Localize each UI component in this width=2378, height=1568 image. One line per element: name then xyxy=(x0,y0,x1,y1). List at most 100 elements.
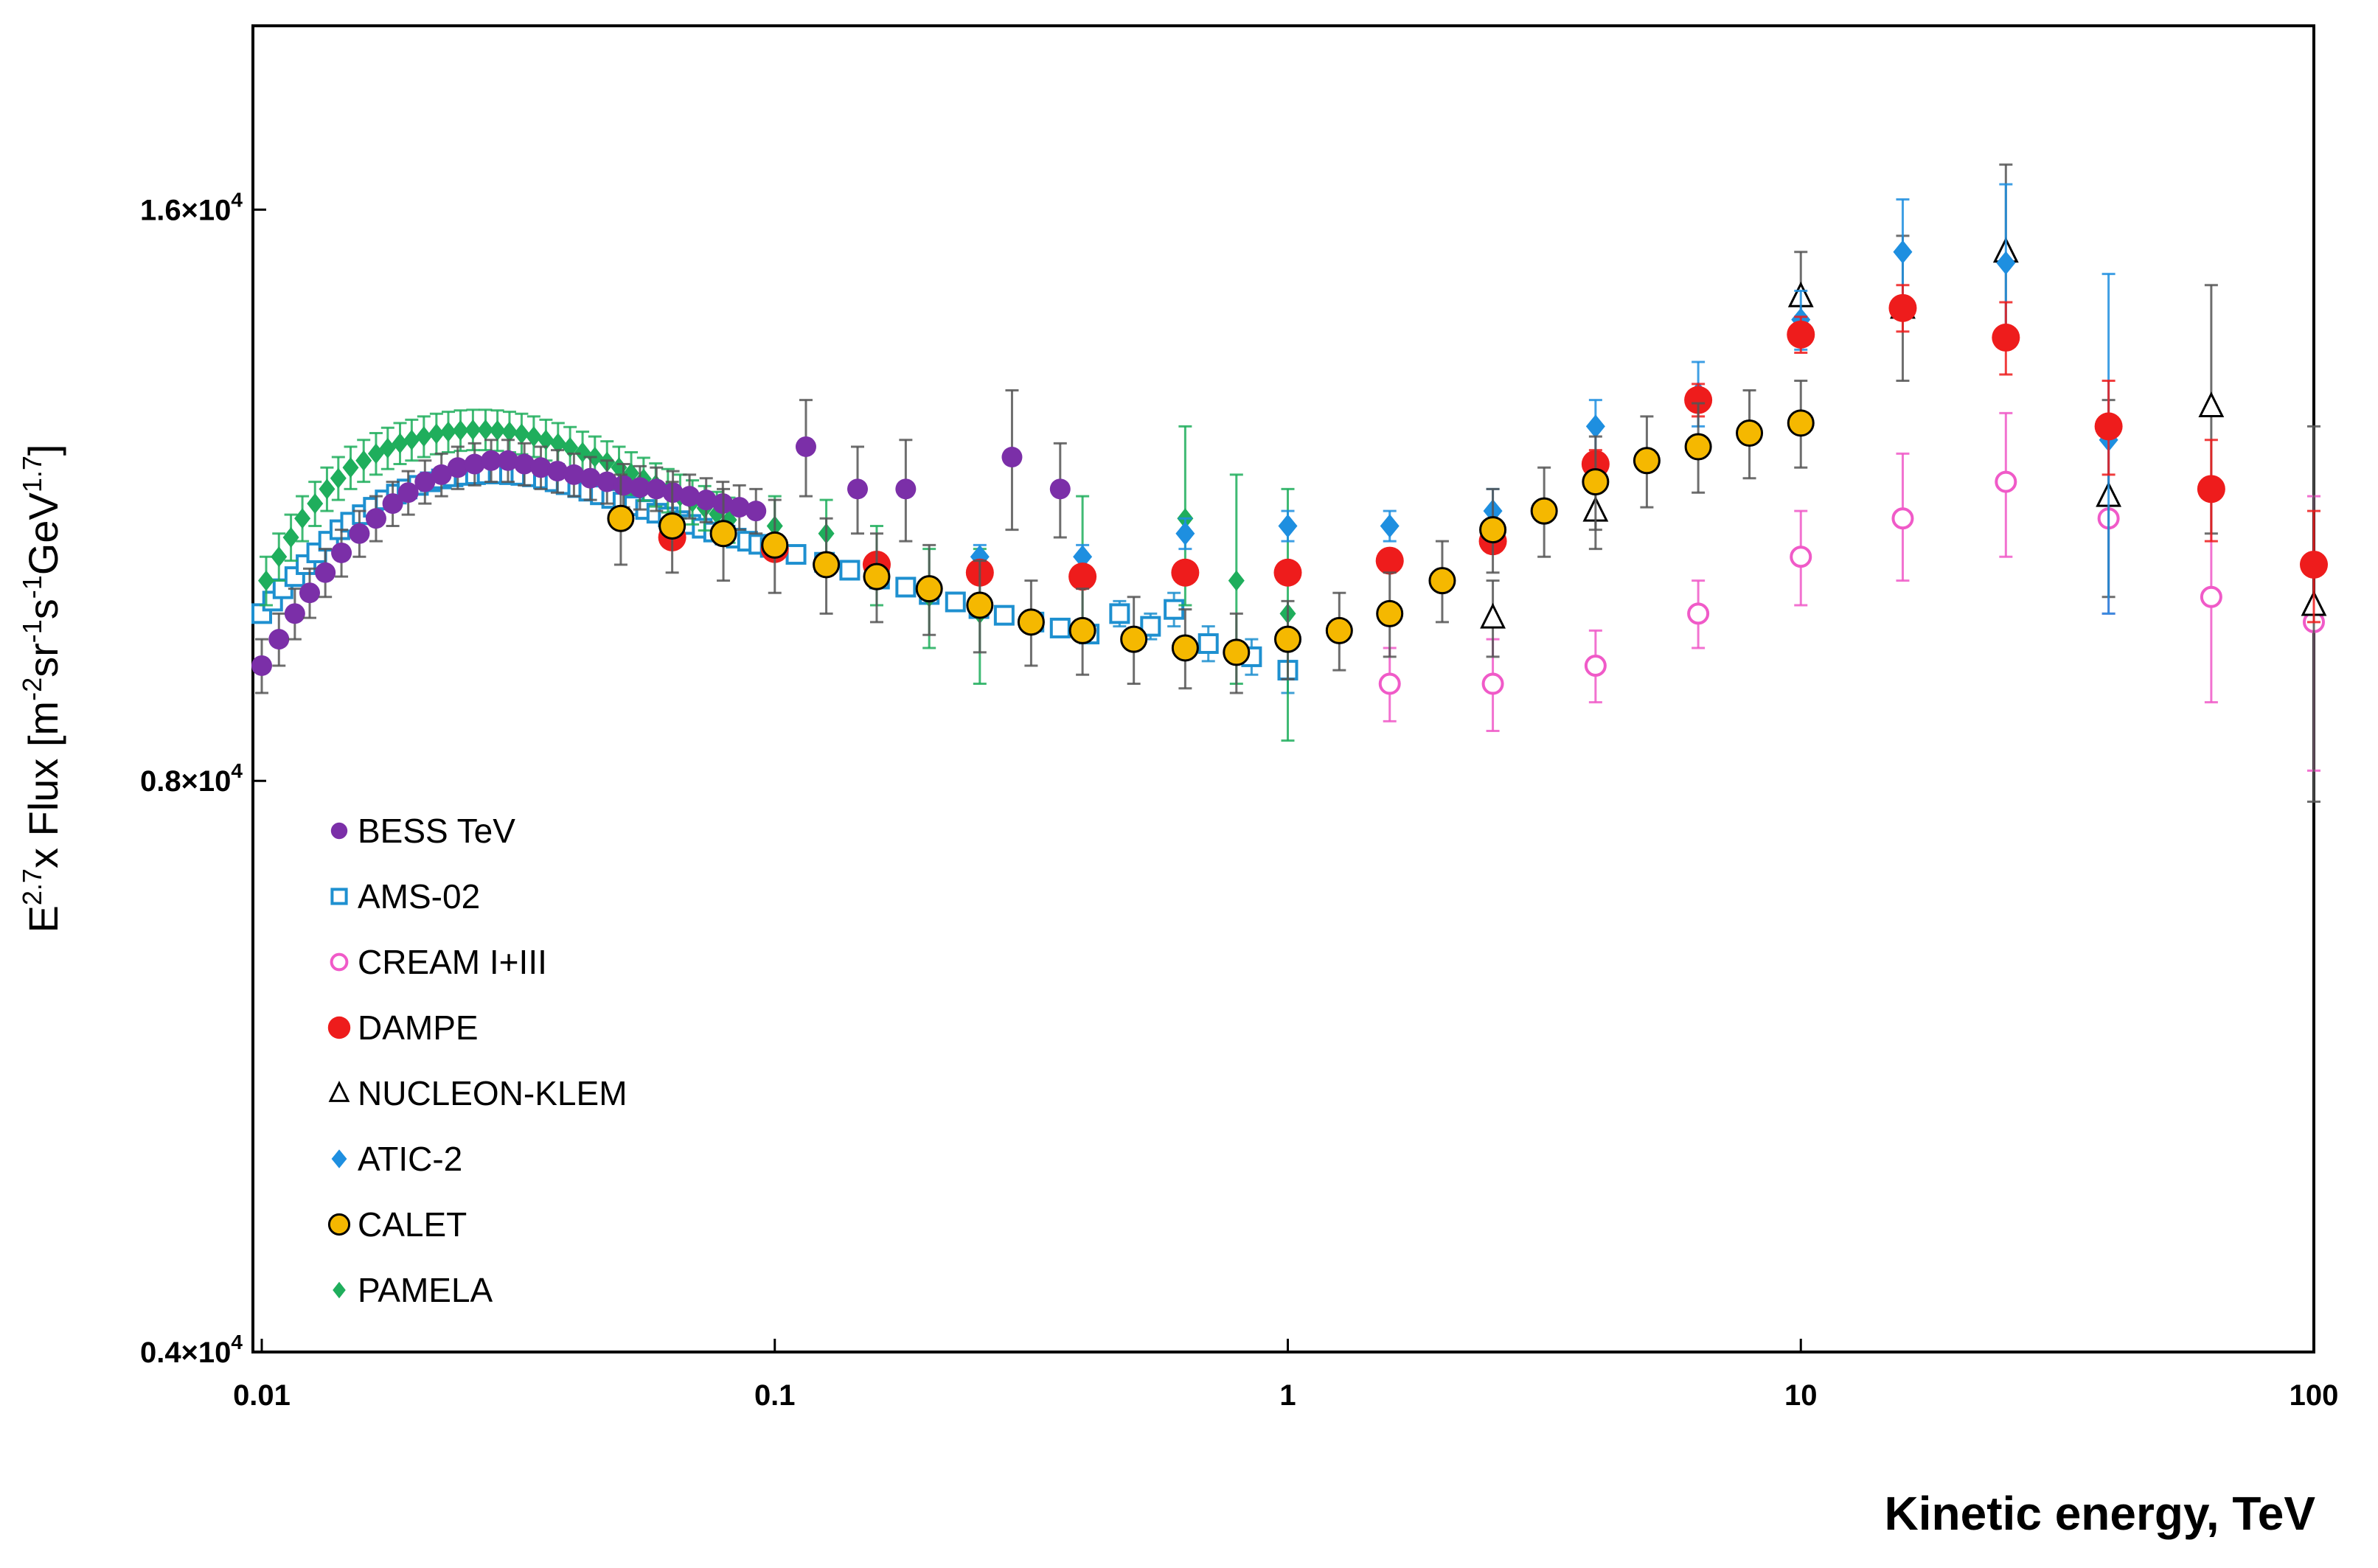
data-point xyxy=(1274,599,1301,680)
marker xyxy=(1530,497,1558,525)
data-point xyxy=(915,543,943,636)
marker xyxy=(497,450,518,471)
marker xyxy=(414,471,436,492)
marker xyxy=(549,433,566,454)
marker xyxy=(993,604,1015,626)
marker xyxy=(1891,507,1914,530)
legend-marker xyxy=(327,1016,351,1039)
marker xyxy=(299,582,320,604)
plot-frame xyxy=(251,24,2315,1353)
data-point xyxy=(895,576,917,598)
data-point xyxy=(1790,509,1812,607)
data-point xyxy=(597,459,618,505)
marker xyxy=(1992,323,2020,352)
data-point xyxy=(382,481,403,527)
marker xyxy=(607,504,635,532)
data-point xyxy=(530,445,552,490)
data-point xyxy=(1223,612,1251,694)
marker xyxy=(477,419,494,440)
marker xyxy=(513,423,530,445)
legend-item: PAMELA xyxy=(333,1271,493,1309)
data-point xyxy=(1480,579,1506,658)
marker xyxy=(1073,545,1093,569)
legend-label: ATIC-2 xyxy=(358,1140,462,1178)
legend-marker xyxy=(328,1081,350,1102)
marker xyxy=(1175,521,1195,546)
marker xyxy=(1582,468,1610,496)
x-tick-label: 0.1 xyxy=(754,1379,796,1412)
x-tick-labels: 0.01 0.1 1 10 100 xyxy=(233,1379,2338,1412)
marker xyxy=(658,512,686,540)
data-point xyxy=(284,566,305,588)
data-point xyxy=(562,425,579,470)
data-point xyxy=(481,439,502,484)
marker xyxy=(613,475,634,496)
data-point xyxy=(629,464,650,511)
marker xyxy=(1479,516,1507,544)
marker xyxy=(282,526,299,548)
data-point xyxy=(1992,301,2020,376)
marker xyxy=(284,566,305,588)
marker xyxy=(296,554,317,575)
data-point xyxy=(1109,599,1130,628)
data-marks xyxy=(251,163,2328,804)
data-point xyxy=(1278,509,1298,543)
marker xyxy=(342,457,359,478)
marker xyxy=(452,419,469,441)
marker xyxy=(1687,602,1710,625)
marker xyxy=(1171,634,1199,662)
data-point xyxy=(1380,509,1400,543)
legend-item: NUCLEON-KLEM xyxy=(328,1074,627,1112)
marker xyxy=(465,419,481,440)
marker xyxy=(945,591,966,613)
marker xyxy=(330,467,347,489)
legend-item: BESS TeV xyxy=(330,812,515,850)
legend-item: CALET xyxy=(327,1205,467,1244)
data-point xyxy=(489,409,506,453)
data-point xyxy=(658,481,686,574)
data-point xyxy=(1171,608,1199,690)
data-point xyxy=(464,442,485,487)
marker xyxy=(392,433,408,454)
data-point xyxy=(403,418,420,462)
data-point xyxy=(1736,388,1764,480)
data-point xyxy=(1888,284,1917,333)
data-point xyxy=(1001,388,1023,532)
marker xyxy=(1017,608,1045,636)
marker xyxy=(415,426,432,447)
data-point xyxy=(1068,588,1096,676)
data-point xyxy=(863,532,891,624)
data-point xyxy=(1633,415,1661,509)
data-point xyxy=(307,481,324,527)
data-point xyxy=(477,408,494,452)
marker xyxy=(1376,599,1404,627)
marker xyxy=(695,489,717,511)
data-point xyxy=(546,449,568,494)
marker xyxy=(679,486,700,507)
legend-item: CREAM I+III xyxy=(330,943,547,981)
data-point xyxy=(709,487,737,582)
marker xyxy=(1585,414,1605,439)
marker xyxy=(514,453,535,475)
data-point xyxy=(349,509,370,558)
data-point xyxy=(1120,596,1148,686)
marker xyxy=(403,429,420,450)
marker xyxy=(2300,550,2328,579)
marker xyxy=(481,450,502,471)
marker xyxy=(1480,602,1506,629)
x-tick-label: 0.01 xyxy=(233,1379,291,1412)
legend-label: PAMELA xyxy=(358,1271,493,1309)
data-point xyxy=(282,513,299,562)
legend-marker xyxy=(331,1149,347,1168)
data-point xyxy=(839,560,861,581)
legend-marker xyxy=(330,952,349,972)
marker xyxy=(813,551,841,579)
marker xyxy=(1325,616,1353,644)
marker xyxy=(271,546,288,568)
data-point xyxy=(1995,411,2017,558)
data-point xyxy=(1428,540,1456,624)
data-point xyxy=(795,399,816,498)
y-tick-labels: 1.6×104 0.8×104 0.4×104 xyxy=(140,188,243,1369)
marker xyxy=(1171,558,1200,587)
data-point xyxy=(563,452,585,498)
